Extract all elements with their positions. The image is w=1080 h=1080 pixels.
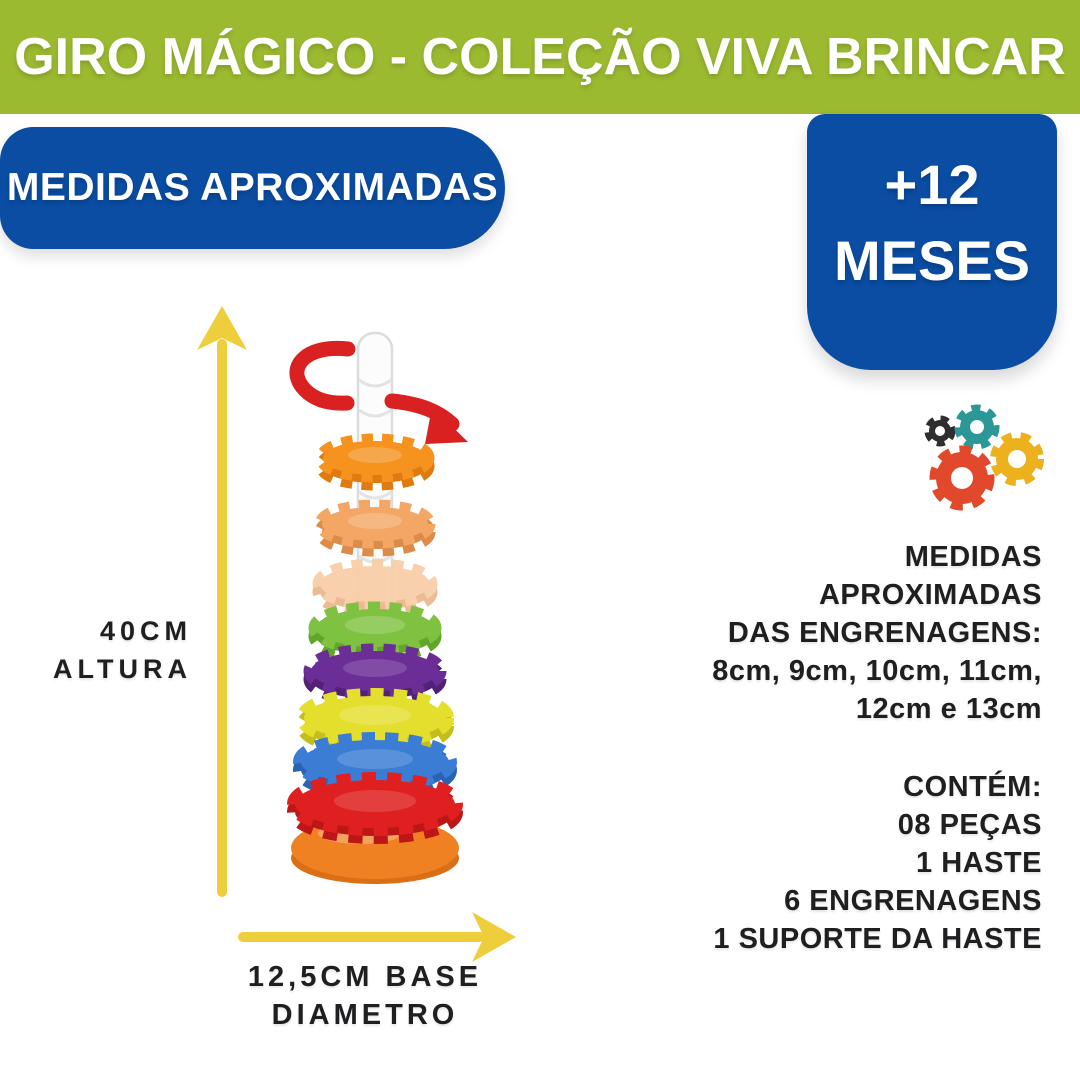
up-arrow-icon (197, 306, 247, 897)
gear-measures-line: MEDIDAS (904, 541, 1042, 573)
measures-badge: MEDIDAS APROXIMADAS (0, 127, 505, 249)
gear-orange (315, 433, 435, 491)
gear-measures-line: 8cm, 9cm, 10cm, 11cm, (712, 655, 1042, 687)
height-dimension-label: 40CM ALTURA (14, 612, 192, 688)
base-unit: DIAMETRO (271, 999, 459, 1031)
gear-measures-line: 12cm e 13cm (855, 693, 1042, 725)
gear-salmon (314, 499, 436, 557)
gear-measures-line: DAS ENGRENAGENS: (727, 617, 1042, 649)
gear-yellow (296, 688, 454, 756)
base-value: 12,5CM BASE (247, 961, 483, 993)
base-dimension-label: 12,5CM BASE DIAMETRO (215, 958, 515, 1034)
title-banner: GIRO MÁGICO - COLEÇÃO VIVA BRINCAR (0, 0, 1080, 114)
age-value: +12 (884, 153, 980, 217)
rotation-arrow-icon (289, 340, 468, 444)
age-badge: +12 MESES (807, 114, 1057, 370)
gear-red (287, 772, 463, 844)
contents-line: 1 HASTE (916, 847, 1042, 879)
height-value: 40CM (99, 616, 192, 646)
gear-measures-line: APROXIMADAS (818, 579, 1042, 611)
toy-image (287, 331, 468, 884)
contents-block: CONTÉM: 08 PEÇAS 1 HASTE 6 ENGRENAGENS 1… (612, 768, 1042, 958)
contents-line: 08 PEÇAS (897, 809, 1042, 841)
product-title: GIRO MÁGICO - COLEÇÃO VIVA BRINCAR (14, 28, 1066, 86)
gear-green (308, 601, 442, 663)
gears-icon (924, 404, 1044, 511)
contents-line: 6 ENGRENAGENS (784, 885, 1042, 917)
age-unit: MESES (833, 229, 1031, 292)
height-unit: ALTURA (53, 654, 192, 684)
measures-badge-label: MEDIDAS APROXIMADAS (6, 166, 499, 209)
gear-measures-block: MEDIDAS APROXIMADAS DAS ENGRENAGENS: 8cm… (612, 538, 1042, 728)
right-arrow-icon (238, 912, 516, 962)
contents-line: 1 SUPORTE DA HASTE (713, 923, 1042, 955)
contents-line: CONTÉM: (903, 771, 1042, 803)
